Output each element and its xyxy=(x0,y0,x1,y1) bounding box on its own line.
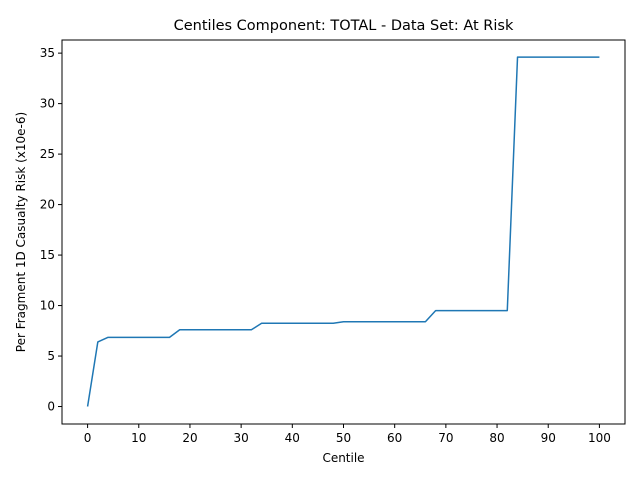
y-axis-label: Per Fragment 1D Casualty Risk (x10e-6) xyxy=(14,112,28,352)
x-tick-label: 80 xyxy=(489,431,504,445)
y-tick-label: 15 xyxy=(40,248,55,262)
x-tick-label: 50 xyxy=(336,431,351,445)
x-tick-label: 90 xyxy=(541,431,556,445)
chart-title: Centiles Component: TOTAL - Data Set: At… xyxy=(174,18,514,34)
x-tick-label: 70 xyxy=(438,431,453,445)
x-tick-label: 40 xyxy=(285,431,300,445)
x-tick-label: 20 xyxy=(182,431,197,445)
plot-area-frame xyxy=(61,39,626,425)
y-tick-label: 0 xyxy=(47,400,55,414)
y-axis: 0 5 10 15 20 25 30 35 xyxy=(40,46,62,414)
x-tick-label: 10 xyxy=(131,431,146,445)
y-tick-label: 30 xyxy=(40,97,55,111)
y-tick-label: 5 xyxy=(47,349,55,363)
x-tick-label: 0 xyxy=(84,431,92,445)
series-layer xyxy=(86,56,600,407)
series-line-0 xyxy=(86,56,600,407)
x-tick-label: 100 xyxy=(588,431,611,445)
x-tick-label: 60 xyxy=(387,431,402,445)
y-tick-label: 20 xyxy=(40,198,55,212)
x-axis-label: Centile xyxy=(322,451,364,465)
x-axis: 0 10 20 30 40 50 60 70 80 90 100 xyxy=(84,424,611,445)
y-tick-label: 25 xyxy=(40,147,55,161)
x-tick-label: 30 xyxy=(233,431,248,445)
y-tick-label: 35 xyxy=(40,46,55,60)
y-tick-label: 10 xyxy=(40,299,55,313)
